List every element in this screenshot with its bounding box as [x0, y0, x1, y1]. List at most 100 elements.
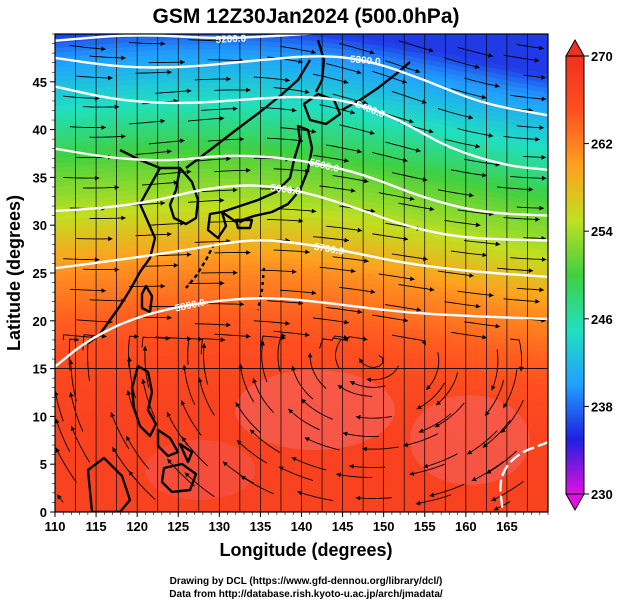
field-band: [55, 230, 548, 285]
field-band: [55, 283, 548, 338]
streamline: [516, 125, 544, 129]
x-tick-label: 150: [373, 519, 395, 534]
streamline-arrowhead: [541, 96, 547, 102]
streamline: [332, 256, 369, 262]
field-band: [55, 173, 548, 228]
streamline-arrowhead: [291, 107, 297, 113]
streamline-arrowhead: [344, 319, 349, 325]
chart-title: GSM 12Z30Jan2024 (500.0hPa): [152, 5, 459, 28]
streamline-arrowhead: [343, 79, 349, 84]
streamline: [148, 139, 185, 145]
streamline: [70, 425, 90, 463]
streamline: [128, 42, 166, 45]
colorbar-tick-label: 238: [591, 399, 613, 414]
streamline-arrowhead: [363, 100, 368, 105]
colorbar-tick-label: 246: [591, 312, 613, 327]
streamline-arrowhead: [232, 187, 238, 193]
streamline-arrowhead: [110, 412, 115, 418]
streamline: [273, 330, 310, 336]
y-tick-label: 10: [33, 409, 47, 424]
streamline-arrowhead: [434, 422, 440, 428]
field-band: [55, 34, 548, 75]
field-band: [55, 316, 548, 371]
x-tick-label: 120: [126, 519, 148, 534]
y-tick-label: 0: [40, 505, 47, 520]
field-band: [55, 34, 548, 89]
streamline: [312, 73, 349, 84]
streamline: [70, 392, 84, 432]
streamline: [277, 335, 286, 372]
streamline-arrowhead: [186, 88, 192, 94]
streamline-arrowhead: [165, 335, 171, 341]
coast-hokkaido: [302, 92, 342, 126]
streamline-arrowhead: [292, 269, 297, 274]
field-band: [55, 63, 548, 118]
field-band: [55, 345, 548, 400]
streamline: [69, 45, 106, 50]
streamline-arrowhead: [403, 236, 408, 242]
streamline: [503, 298, 540, 303]
streamline: [391, 172, 428, 181]
streamline-arrowhead: [539, 45, 544, 51]
streamline-arrowhead: [403, 317, 408, 323]
streamline-arrowhead: [112, 447, 117, 453]
streamline-arrowhead: [421, 99, 427, 104]
streamline-arrowhead: [307, 352, 313, 358]
streamline: [332, 175, 369, 183]
field-band: [55, 407, 548, 462]
streamline: [127, 390, 143, 430]
streamline-arrowhead: [108, 319, 113, 325]
streamline-arrowhead: [475, 222, 481, 228]
streamline-arrowhead: [541, 154, 546, 160]
streamline-arrowhead: [311, 290, 317, 296]
streamline-arrowhead: [403, 442, 409, 448]
streamline: [510, 338, 523, 372]
streamline-arrowhead: [285, 77, 290, 83]
streamline: [312, 154, 349, 162]
field-band: [55, 388, 548, 443]
height-contours: [55, 34, 548, 512]
y-tick-label: 20: [33, 314, 47, 329]
field-band: [55, 278, 548, 333]
streamline: [291, 365, 314, 400]
streamline: [89, 55, 126, 59]
streamline-arrowhead: [219, 280, 225, 286]
streamline: [194, 158, 231, 162]
streamline-arrowhead: [415, 68, 421, 74]
streamline: [203, 343, 209, 386]
field-band: [55, 503, 334, 512]
streamline: [339, 43, 375, 54]
streamline: [135, 233, 172, 237]
streamline-arrowhead: [534, 57, 540, 63]
streamline-arrowhead: [180, 221, 185, 226]
field-band: [55, 450, 548, 505]
streamline: [372, 314, 409, 322]
plot-area: 5200.05300.05400.05500.05600.05700.05800…: [55, 34, 548, 512]
streamline: [491, 349, 499, 391]
streamline: [450, 88, 487, 99]
field-band: [55, 120, 548, 175]
coast-mindanao: [160, 462, 198, 494]
streamline: [166, 458, 195, 487]
streamline-arrowhead: [418, 428, 424, 433]
streamline: [516, 287, 544, 291]
streamline: [214, 333, 251, 338]
streamline: [337, 384, 373, 397]
streamline: [391, 334, 427, 346]
streamline-arrowhead: [426, 385, 431, 390]
streamline: [304, 437, 340, 451]
field-band: [55, 125, 548, 180]
streamline-arrowhead: [475, 143, 480, 149]
streamline: [362, 446, 399, 450]
streamline: [112, 446, 136, 480]
streamline: [300, 398, 333, 420]
streamline-arrowhead: [121, 134, 126, 139]
streamline: [194, 78, 231, 81]
streamline-arrowhead: [288, 409, 294, 414]
field-band: [55, 498, 366, 512]
y-tick-label: 15: [33, 362, 47, 377]
streamline-arrowhead: [167, 149, 172, 154]
streamline-arrowhead: [528, 187, 534, 192]
streamline: [280, 289, 317, 294]
streamline: [55, 418, 71, 453]
